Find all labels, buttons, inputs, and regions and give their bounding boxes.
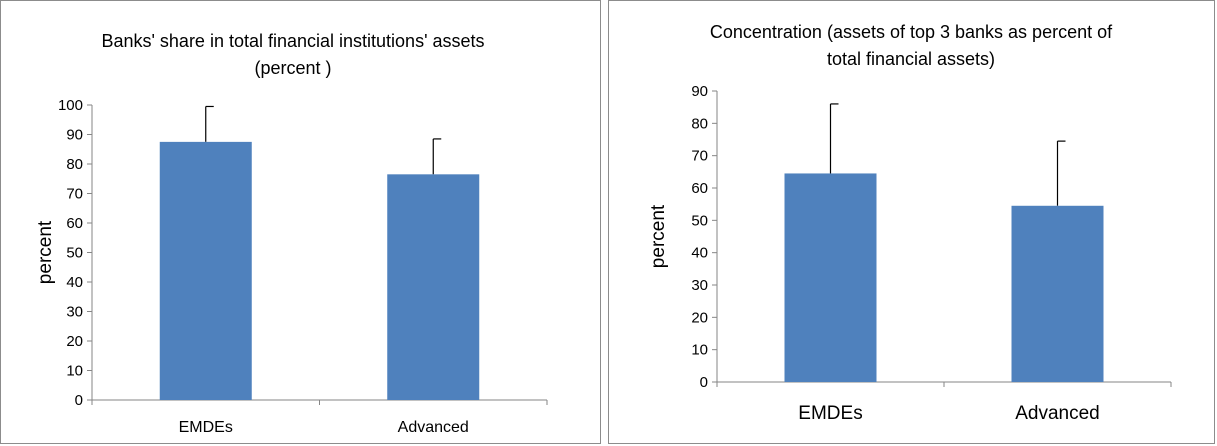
y-tick-label: 60 <box>66 215 83 232</box>
concentration-chart: Concentration (assets of top 3 banks as … <box>648 22 1172 424</box>
y-tick-label: 90 <box>66 127 83 144</box>
chart-title-line: total financial assets) <box>827 49 995 69</box>
y-tick-label: 60 <box>691 180 708 197</box>
y-tick-label: 30 <box>691 277 708 294</box>
x-category-label: Advanced <box>398 419 469 436</box>
y-tick-label: 90 <box>691 83 708 100</box>
chart-title-line: (percent ) <box>254 58 331 78</box>
x-category-label: EMDEs <box>179 419 233 436</box>
y-tick-label: 10 <box>66 363 83 380</box>
y-tick-label: 70 <box>691 148 708 165</box>
y-axis-label: percent <box>648 204 669 268</box>
y-tick-label: 20 <box>66 333 83 350</box>
y-tick-label: 80 <box>66 156 83 173</box>
bar <box>159 141 252 400</box>
bar <box>1011 205 1104 382</box>
chart-panel-concentration: Concentration (assets of top 3 banks as … <box>608 0 1215 444</box>
y-tick-label: 0 <box>700 374 708 391</box>
chart-panel-bank-share: Banks' share in total financial institut… <box>0 0 601 444</box>
x-category-label: EMDEs <box>798 403 862 424</box>
bank-share-chart: Banks' share in total financial institut… <box>35 31 548 436</box>
y-axis-label: percent <box>35 220 56 284</box>
x-category-label: Advanced <box>1015 403 1100 424</box>
y-tick-label: 40 <box>691 245 708 262</box>
y-tick-label: 30 <box>66 304 83 321</box>
y-tick-label: 80 <box>691 115 708 132</box>
y-tick-label: 100 <box>58 97 83 114</box>
y-tick-label: 50 <box>691 212 708 229</box>
bar <box>784 173 877 382</box>
y-tick-label: 50 <box>66 245 83 262</box>
y-tick-label: 70 <box>66 186 83 203</box>
chart-title-line: Concentration (assets of top 3 banks as … <box>710 22 1113 42</box>
chart-title-line: Banks' share in total financial institut… <box>101 31 484 51</box>
y-tick-label: 40 <box>66 274 83 291</box>
y-tick-label: 10 <box>691 342 708 359</box>
y-tick-label: 0 <box>75 392 83 409</box>
bar <box>387 174 480 400</box>
y-tick-label: 20 <box>691 309 708 326</box>
